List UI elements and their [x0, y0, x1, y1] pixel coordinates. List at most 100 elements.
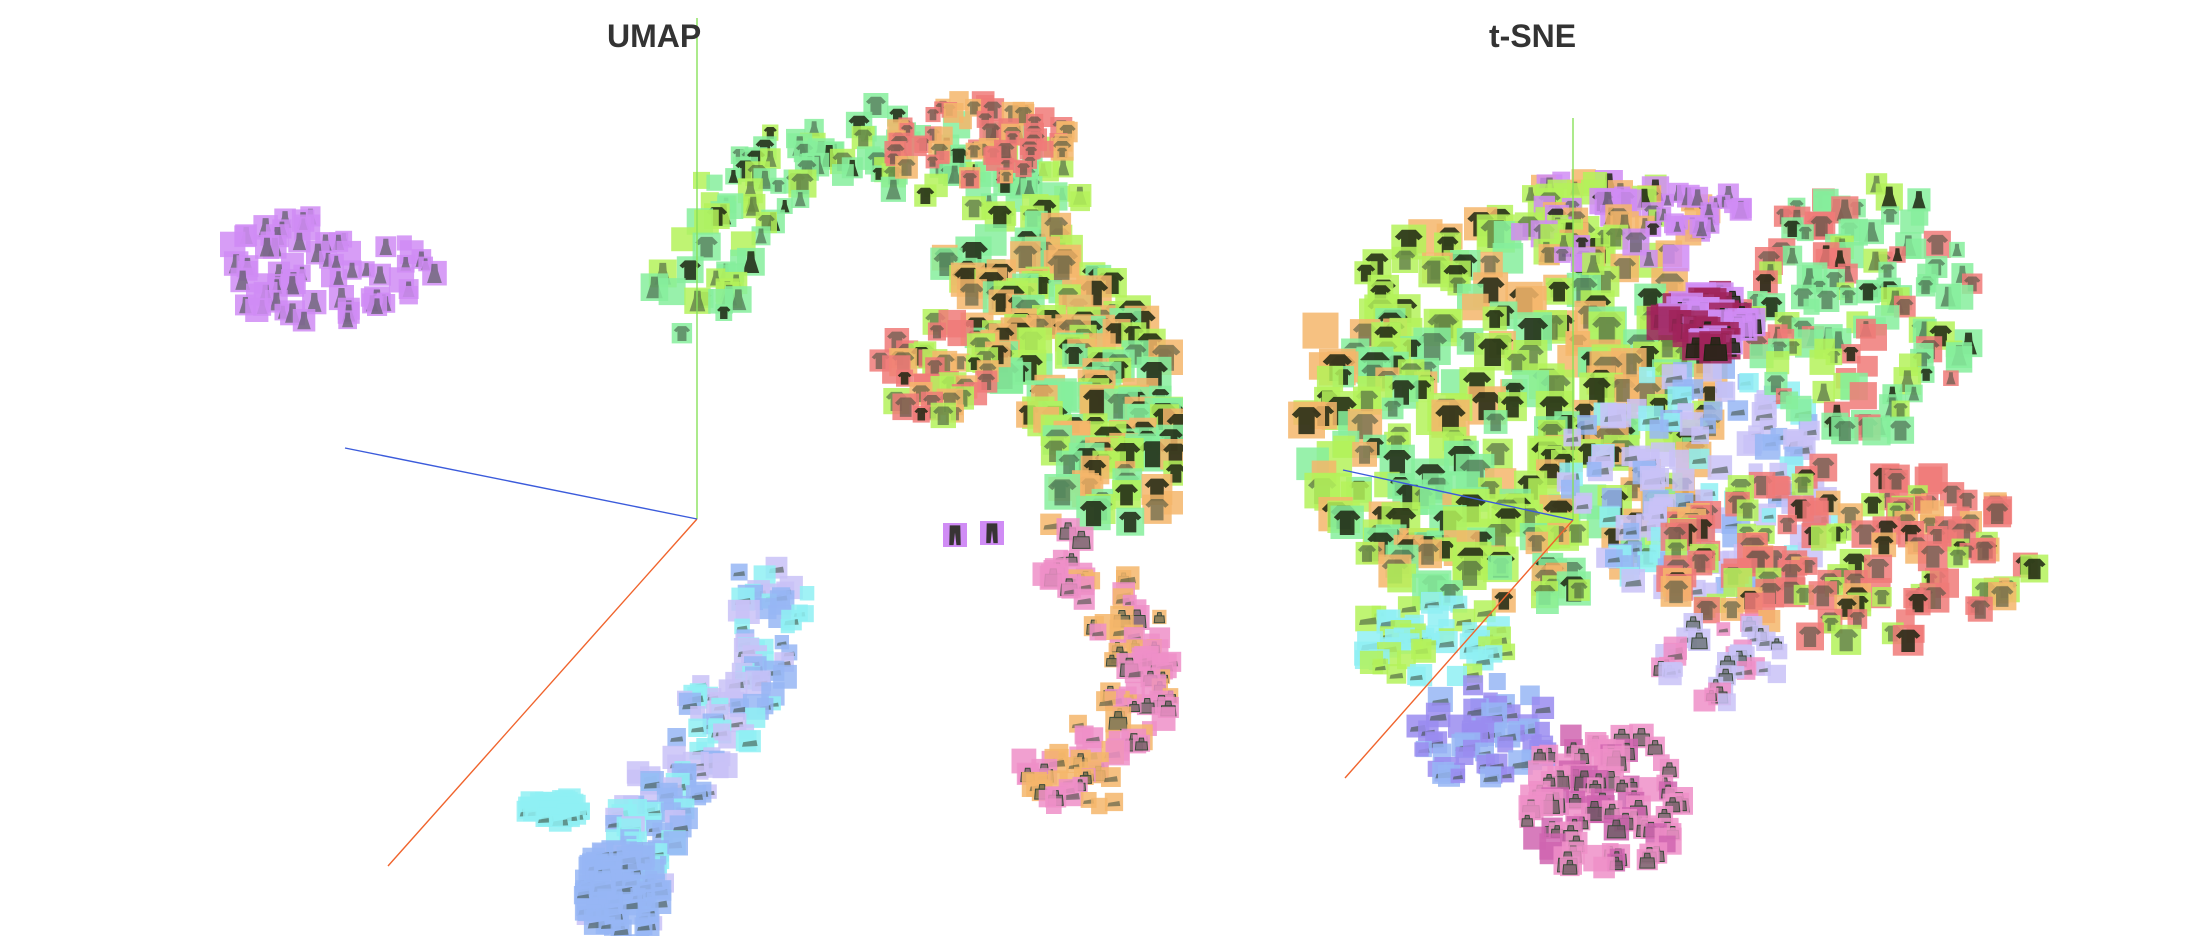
embedding-point: [1642, 470, 1661, 489]
embedding-point: [1112, 480, 1141, 509]
embedding-point: [1809, 349, 1835, 375]
embedding-point: [690, 706, 706, 721]
embedding-point: [738, 730, 761, 753]
embedding-point: [956, 279, 987, 310]
embedding-point: [1372, 658, 1389, 675]
embedding-point: [338, 310, 357, 330]
embedding-point: [1831, 624, 1862, 655]
embedding-point: [1488, 673, 1506, 690]
embedding-point: [1658, 661, 1682, 686]
embedding-point: [770, 177, 787, 194]
embedding-point: [1691, 426, 1709, 445]
embedding-point: [959, 116, 972, 130]
embedding-point: [1463, 675, 1484, 696]
embedding-point: [1831, 417, 1859, 445]
embedding-point: [1142, 494, 1172, 524]
embedding-point: [1525, 531, 1548, 555]
embedding-point: [1875, 183, 1903, 211]
embedding-point: [1689, 448, 1710, 470]
embedding-point: [1847, 609, 1868, 629]
embedding-point: [1414, 742, 1429, 757]
embedding-point: [1487, 555, 1513, 580]
embedding-point: [1391, 246, 1419, 273]
embedding-point: [1766, 351, 1790, 375]
embedding-point: [1511, 223, 1529, 241]
embedding-point: [1104, 792, 1124, 812]
embedding-point: [1731, 201, 1749, 219]
embedding-point: [1692, 219, 1711, 238]
embedding-point: [1796, 622, 1824, 651]
embedding-point: [1693, 689, 1716, 712]
embedding-point: [1767, 664, 1786, 684]
point-cluster: [930, 195, 1183, 536]
embedding-point: [367, 295, 388, 316]
tsne-3d-scatter[interactable]: [1183, 0, 2196, 936]
embedding-point: [1640, 249, 1658, 268]
embedding-point: [1707, 455, 1733, 480]
embedding-point: [863, 93, 889, 118]
embedding-point: [1702, 362, 1722, 382]
embedding-point: [1791, 473, 1814, 496]
embedding-point: [634, 917, 653, 936]
embedding-point: [667, 728, 686, 747]
embedding-point: [1812, 380, 1835, 404]
embedding-point: [1766, 475, 1789, 499]
embedding-point: [718, 730, 737, 749]
point-cluster: [1646, 280, 1766, 364]
embedding-point: [1561, 479, 1580, 499]
embedding-point: [1435, 631, 1458, 654]
embedding-point: [1923, 230, 1951, 258]
embedding-point: [914, 184, 937, 207]
embedding-point: [399, 285, 418, 305]
embedding-point: [610, 919, 632, 936]
embedding-point: [895, 155, 918, 179]
embedding-point: [1563, 428, 1582, 447]
embedding-point: [925, 154, 940, 169]
embedding-point: [1531, 746, 1549, 763]
embedding-point: [1586, 461, 1602, 477]
embedding-point: [1096, 691, 1116, 712]
embedding-point: [1777, 514, 1797, 535]
embedding-point: [1907, 188, 1931, 212]
embedding-point: [1010, 241, 1041, 272]
embedding-point: [1105, 741, 1130, 766]
point-cluster: [1354, 591, 1516, 687]
embedding-point: [1036, 140, 1054, 158]
umap-3d-scatter[interactable]: [0, 0, 1183, 936]
embedding-point: [688, 718, 707, 737]
embedding-point: [1943, 370, 1959, 386]
embedding-point: [1660, 576, 1692, 607]
embedding-point: [1623, 522, 1640, 539]
embedding-point: [1015, 160, 1032, 178]
embedding-point: [422, 260, 447, 286]
embedding-point: [1381, 397, 1404, 420]
embedding-point: [1621, 569, 1645, 593]
embedding-point: [1645, 736, 1665, 757]
embedding-point: [329, 269, 348, 287]
embedding-point: [1739, 373, 1759, 393]
embedding-point: [1076, 495, 1111, 531]
embedding-point: [1900, 209, 1925, 234]
embedding-point: [1531, 696, 1555, 719]
embedding-point: [984, 201, 1015, 232]
embedding-point: [791, 189, 810, 208]
embedding-point: [1802, 500, 1829, 527]
embedding-point: [912, 405, 930, 423]
embedding-point: [671, 323, 693, 344]
embedding-point: [1891, 400, 1910, 419]
embedding-point: [1948, 284, 1974, 310]
embedding-point: [1582, 252, 1605, 275]
embedding-point: [925, 357, 945, 377]
embedding-point: [1754, 434, 1781, 460]
tsne-panel[interactable]: t-SNE: [1183, 0, 2196, 936]
embedding-point: [671, 227, 696, 252]
embedding-point: [930, 402, 956, 429]
umap-panel[interactable]: UMAP: [0, 0, 1183, 936]
embedding-point: [1637, 551, 1659, 573]
embedding-point: [292, 309, 316, 332]
embedding-point: [1450, 768, 1466, 784]
embedding-point: [1639, 366, 1656, 384]
x-axis-line: [1344, 519, 1574, 779]
embedding-point: [1101, 767, 1121, 787]
embedding-point: [725, 168, 742, 185]
